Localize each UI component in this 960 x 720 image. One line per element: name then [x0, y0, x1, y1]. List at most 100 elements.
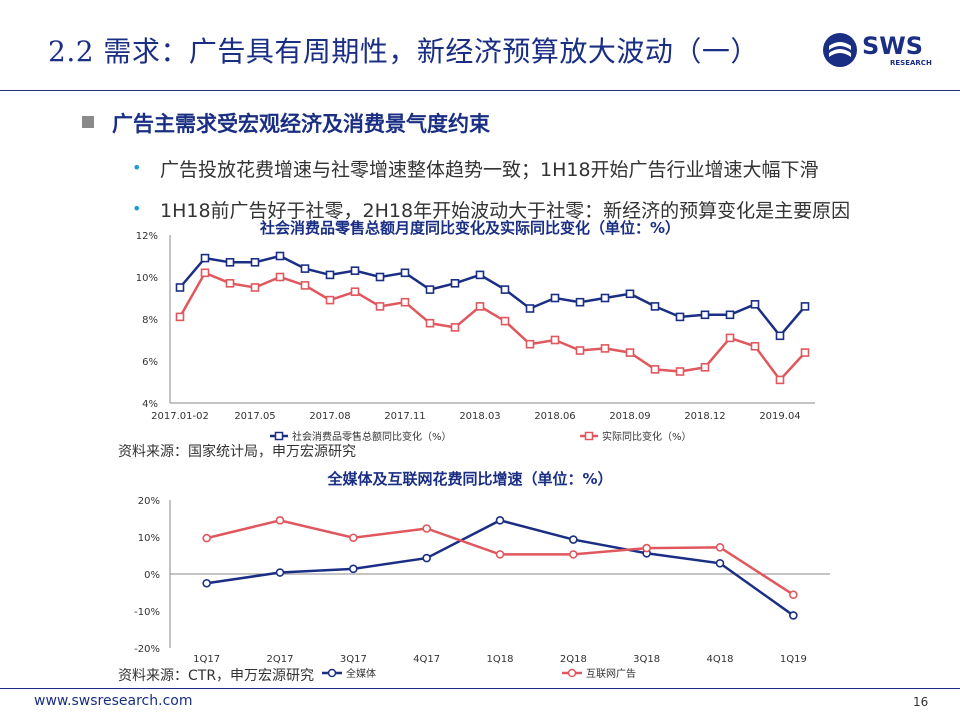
chart1-y-tick-label: 8% — [142, 315, 158, 326]
chart1-data-point — [700, 363, 710, 372]
chart1-x-tick-label: 2018.12 — [684, 411, 725, 422]
chart1-data-point — [600, 344, 610, 353]
chart1-source-caption: 资料来源：国家统计局，申万宏源研究 — [118, 444, 356, 460]
chart1-x-tick-label: 2017.01-02 — [151, 411, 209, 422]
chart2-title: 全媒体及互联网花费同比增速（单位：%） — [326, 470, 612, 488]
chart1-data-point — [325, 270, 335, 280]
chart1-x-tick-label: 2019.04 — [759, 411, 800, 422]
retail-sales-line-chart: 社会消费品零售总额月度同比变化及实际同比变化（单位：%） 4% 6% 8% 10% 12%… — [136, 219, 815, 443]
chart2-data-point — [495, 550, 505, 559]
chart2-x-tick-label: 3Q17 — [340, 654, 367, 665]
chart1-data-point — [400, 297, 410, 307]
chart2-x-tick-label: 1Q18 — [487, 654, 514, 665]
chart1-x-tick-label: 2018.06 — [534, 411, 575, 422]
chart1-data-point — [275, 272, 285, 282]
chart2-data-point — [569, 535, 578, 544]
chart1-data-point — [225, 279, 235, 288]
chart2-data-point — [495, 516, 505, 525]
chart1-legend-marker — [584, 431, 594, 441]
chart1-legend-label: 实际同比变化（%） — [602, 430, 692, 443]
chart1-y-tick-label: 4% — [142, 399, 158, 410]
chart1-data-point — [200, 253, 210, 263]
sws-logo: SWS RESEARCH — [820, 30, 940, 70]
chart1-x-tick-label: 2018.03 — [459, 411, 500, 422]
chart2-data-point — [275, 516, 285, 525]
chart1-data-point — [200, 268, 210, 278]
chart1-data-point — [625, 289, 635, 299]
chart1-data-point — [800, 348, 810, 357]
sws-logo-icon: SWS RESEARCH — [823, 32, 932, 67]
chart2-series-line-1 — [206, 519, 795, 617]
chart1-data-point — [450, 279, 460, 288]
page-number: 16 — [913, 695, 929, 709]
chart1-data-point — [650, 302, 660, 311]
chart2-x-tick-label: 2Q17 — [267, 654, 294, 665]
header-divider — [0, 90, 960, 91]
footer-divider — [0, 688, 960, 689]
chart1-data-point — [775, 331, 785, 341]
chart1-x-tick-label: 2018.09 — [609, 411, 650, 422]
chart2-x-tick-label: 1Q17 — [193, 654, 220, 665]
chart1-data-point — [550, 293, 560, 303]
chart1-data-point — [450, 323, 460, 332]
chart1-data-point — [800, 302, 810, 311]
chart1-data-point — [675, 312, 685, 322]
chart2-y-tick-label: -20% — [134, 644, 160, 655]
chart1-data-point — [375, 272, 385, 282]
chart2-y-tick-label: -10% — [134, 607, 160, 618]
chart1-title: 社会消费品零售总额月度同比变化及实际同比变化（单位：%） — [259, 219, 680, 237]
chart2-x-tick-label: 4Q17 — [413, 654, 440, 665]
chart1-data-point — [475, 302, 485, 311]
chart1-series-line-1 — [179, 254, 806, 338]
chart1-data-point — [550, 335, 560, 345]
bullet-dot-icon: • — [132, 199, 142, 218]
chart2-x-tick-label: 3Q18 — [633, 654, 660, 665]
bullet-dot-icon: • — [132, 158, 142, 177]
chart2-data-point — [275, 568, 285, 577]
chart2-legend-marker — [567, 668, 577, 678]
chart1-data-point — [425, 318, 435, 328]
bullet-text-1: 广告投放花费增速与社零增速整体趋势一致；1H18开始广告行业增速大幅下滑 — [160, 159, 819, 181]
slide-title: 2.2 需求：广告具有周期性，新经济预算放大波动（一） — [48, 35, 759, 68]
chart1-data-point — [575, 346, 585, 355]
heading-bullet-icon — [82, 116, 94, 128]
chart2-data-point — [789, 611, 798, 620]
chart2-data-point — [349, 564, 358, 574]
chart1-data-point — [350, 266, 360, 276]
chart1-data-point — [375, 302, 385, 311]
chart1-data-point — [250, 283, 260, 292]
chart2-data-point — [569, 550, 578, 559]
chart2-data-point — [642, 543, 651, 553]
chart1-data-point — [650, 365, 660, 374]
chart2-data-point — [422, 553, 431, 563]
bullet-text-2: 1H18前广告好于社零，2H18年开始波动大于社零：新经济的预算变化是主要原因 — [160, 200, 851, 222]
footer-website-link[interactable]: www.swsresearch.com — [34, 693, 193, 709]
chart1-data-point — [675, 367, 685, 376]
chart2-legend-marker — [327, 668, 337, 678]
chart1-data-point — [725, 310, 735, 320]
chart1-x-tick-label: 2017.11 — [384, 411, 425, 422]
chart2-data-point — [715, 543, 725, 552]
chart1-x-tick-label: 2017.05 — [234, 411, 275, 422]
chart1-data-point — [600, 293, 610, 303]
chart2-y-tick-label: 20% — [138, 496, 160, 507]
chart1-data-point — [625, 348, 635, 357]
chart1-data-point — [250, 257, 260, 267]
chart1-data-point — [750, 342, 760, 351]
chart2-y-tick-label: 10% — [138, 533, 160, 544]
chart1-data-point — [700, 310, 710, 320]
chart2-data-point — [715, 558, 725, 568]
chart2-x-tick-label: 1Q19 — [780, 654, 807, 665]
chart1-data-point — [350, 287, 360, 296]
chart2-legend-label: 互联网广告 — [586, 667, 636, 680]
ad-spend-line-chart: 全媒体及互联网花费同比增速（单位：%） -20% -10% 0% 10% 20% 1Q17 2… — [134, 470, 830, 680]
chart1-data-point — [525, 339, 535, 349]
chart1-data-point — [400, 268, 410, 278]
chart1-data-point — [750, 300, 760, 309]
chart1-data-point — [500, 316, 510, 326]
logo-subtext: RESEARCH — [890, 59, 932, 67]
chart1-data-point — [275, 251, 285, 261]
chart2-data-point — [349, 533, 358, 543]
chart1-y-tick-label: 10% — [136, 273, 158, 284]
chart1-y-tick-label: 12% — [136, 231, 158, 242]
